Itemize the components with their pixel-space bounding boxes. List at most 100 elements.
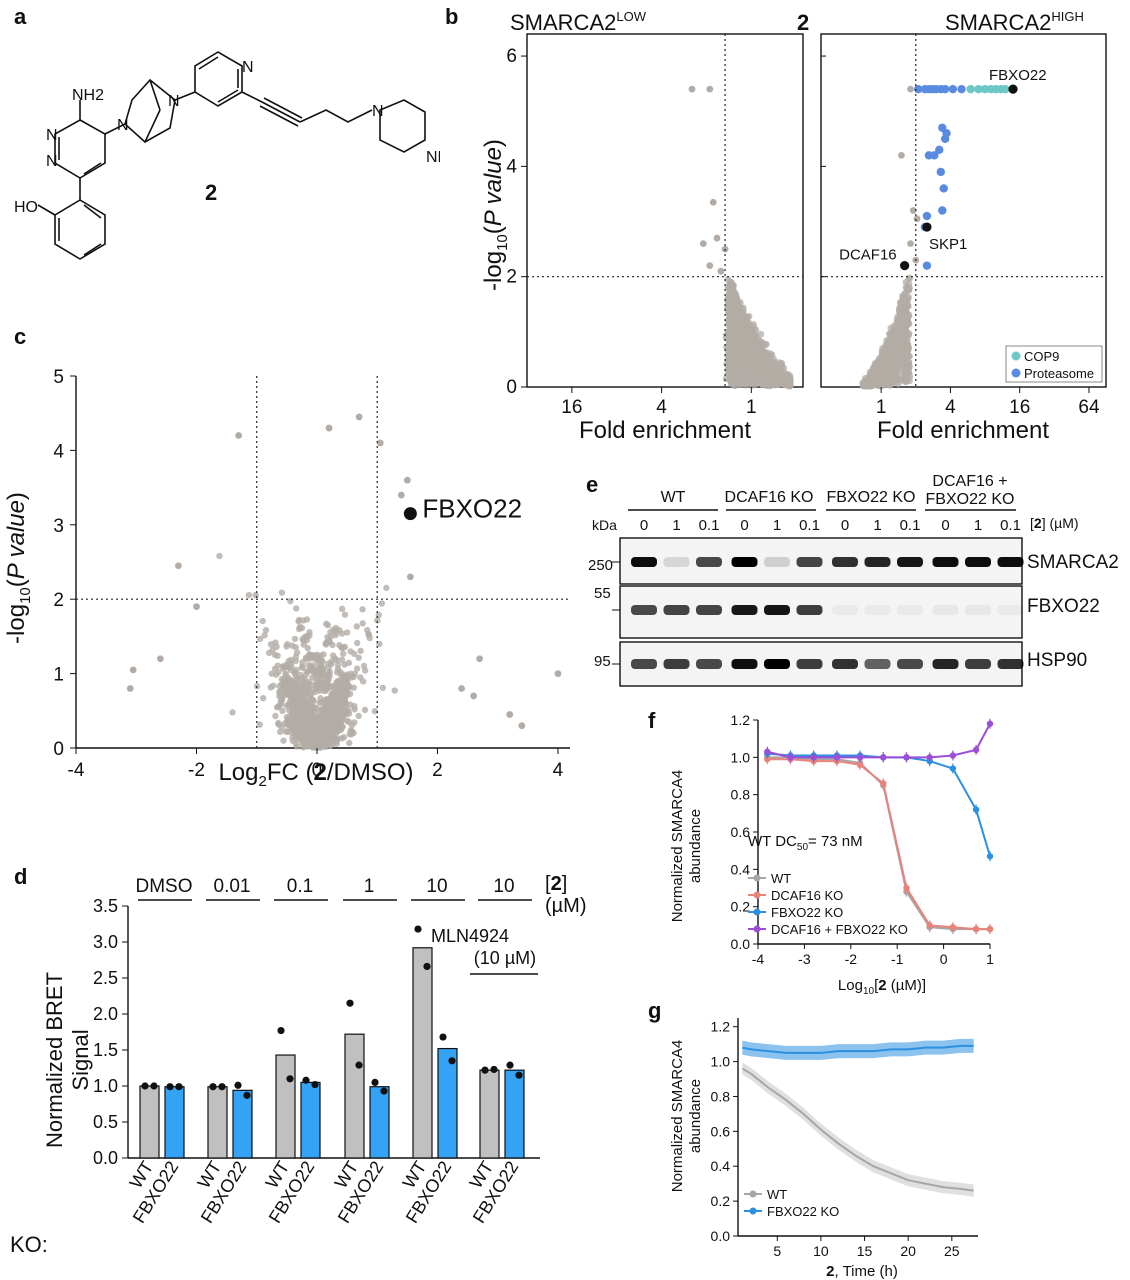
b-right-frame bbox=[820, 33, 1107, 388]
c-point bbox=[359, 606, 366, 613]
b-annot-fbxo22: FBXO22 bbox=[989, 67, 1047, 84]
c-point bbox=[334, 665, 342, 673]
panel-a: a NH2 N N N N bbox=[14, 4, 440, 260]
b-right-point-labeled bbox=[1008, 84, 1018, 94]
c-point bbox=[374, 617, 381, 624]
atom-label-n7: N bbox=[405, 109, 406, 111]
b-right-point-Proteasome bbox=[914, 84, 923, 94]
b-left-point bbox=[717, 267, 725, 275]
panel-c: c -log10(P value) Log2FC (2/DMSO) FBXO22… bbox=[3, 324, 570, 790]
atom-label-n3: N bbox=[117, 117, 129, 134]
molecule-structure bbox=[37, 51, 426, 260]
b-left-point bbox=[754, 344, 762, 352]
panel-b-label: b bbox=[445, 4, 458, 29]
c-point bbox=[338, 630, 346, 637]
b-right-point bbox=[901, 367, 909, 375]
left-title: SMARCA2LOW bbox=[510, 9, 647, 35]
c-point bbox=[278, 696, 286, 704]
c-point bbox=[351, 670, 359, 677]
atom-label-nh: NH bbox=[426, 149, 440, 166]
c-ylabel: -log10(P value) bbox=[3, 492, 34, 644]
b-left-point bbox=[731, 321, 739, 329]
panel-b: b SMARCA2LOW 2 SMARCA2HIGH -log10(P valu… bbox=[445, 4, 1107, 444]
c-point bbox=[291, 635, 299, 643]
b-right-point bbox=[902, 325, 909, 333]
b-right-point bbox=[879, 345, 886, 352]
c-point bbox=[346, 683, 353, 691]
b-right-point bbox=[877, 378, 885, 386]
b-right-point bbox=[884, 350, 892, 358]
atom-label-n2: N bbox=[46, 153, 58, 170]
b-left-point bbox=[729, 307, 736, 315]
c-point bbox=[324, 634, 331, 641]
b-right-point-COP9 bbox=[1001, 84, 1010, 94]
b-left-point bbox=[724, 328, 732, 336]
b-left-point bbox=[746, 338, 754, 346]
c-point bbox=[353, 665, 361, 672]
c-point bbox=[276, 702, 283, 709]
b-left-point bbox=[763, 358, 771, 366]
c-point bbox=[351, 650, 358, 658]
c-point bbox=[310, 686, 317, 693]
c-point bbox=[345, 659, 353, 667]
b-right-point-Proteasome bbox=[922, 261, 932, 270]
c-point bbox=[259, 694, 267, 702]
b-left-point bbox=[742, 317, 749, 325]
c-point bbox=[330, 706, 337, 713]
c-point bbox=[279, 707, 286, 715]
b-left-point bbox=[764, 376, 772, 384]
b-right-point-Proteasome bbox=[924, 151, 934, 160]
c-point bbox=[229, 709, 236, 716]
b-left-point bbox=[706, 262, 714, 270]
c-point bbox=[332, 631, 339, 639]
b-left-point bbox=[775, 370, 783, 378]
c-point bbox=[357, 647, 364, 655]
c-point bbox=[299, 664, 306, 671]
c-point bbox=[309, 674, 316, 681]
panel-a-label: a bbox=[14, 4, 27, 29]
c-point bbox=[359, 620, 366, 627]
c-point bbox=[331, 683, 338, 690]
b-left-point bbox=[688, 85, 696, 93]
c-point bbox=[375, 611, 382, 619]
b-right-point-labeled bbox=[922, 222, 932, 232]
c-point bbox=[287, 656, 295, 664]
c-point bbox=[283, 643, 290, 650]
c-point bbox=[322, 640, 329, 647]
right-title: SMARCA2HIGH bbox=[945, 9, 1084, 35]
b-legend-proteasome-marker bbox=[1011, 368, 1021, 378]
c-point bbox=[304, 683, 312, 691]
b-right-point-Proteasome bbox=[940, 84, 950, 94]
b-annot-skp1: SKP1 bbox=[929, 236, 967, 253]
b-left-point bbox=[746, 352, 754, 360]
b-ytick-label: 6 bbox=[506, 46, 517, 67]
b-right-point bbox=[895, 342, 902, 350]
b-right-point bbox=[895, 375, 903, 383]
b-right-point-Proteasome bbox=[936, 167, 946, 177]
b-ylabel: -log10(P value) bbox=[480, 139, 511, 291]
c-point bbox=[275, 668, 282, 676]
b-right-point-COP9 bbox=[974, 84, 983, 94]
c-point bbox=[348, 721, 356, 729]
c-point bbox=[341, 611, 349, 618]
c-point bbox=[287, 666, 295, 674]
c-point bbox=[299, 659, 306, 666]
c-point bbox=[315, 660, 322, 668]
c-point bbox=[282, 728, 290, 735]
b-left-point bbox=[724, 369, 732, 377]
atom-label-nh2: NH2 bbox=[72, 87, 104, 104]
b-left-xtick-label: 4 bbox=[656, 397, 667, 418]
b-right-point bbox=[866, 379, 874, 387]
b-right-point-labeled bbox=[900, 261, 910, 271]
c-point bbox=[355, 712, 362, 720]
c-point bbox=[346, 739, 353, 747]
b-left-point bbox=[735, 380, 743, 388]
c-point bbox=[274, 652, 281, 659]
c-point bbox=[310, 666, 318, 674]
c-point bbox=[267, 641, 275, 648]
b-ytick-label: 4 bbox=[506, 156, 517, 177]
b-left-point bbox=[733, 302, 741, 310]
c-point bbox=[275, 721, 282, 728]
c-point bbox=[265, 649, 273, 657]
c-point bbox=[361, 706, 369, 714]
